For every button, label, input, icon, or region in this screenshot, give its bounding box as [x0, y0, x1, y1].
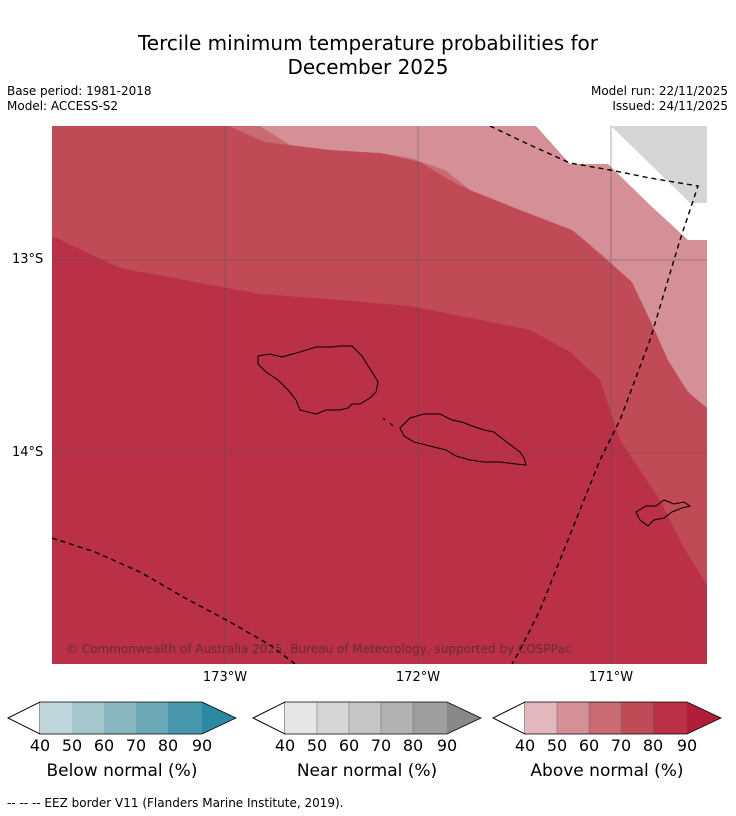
- chart-title: Tercile minimum temperature probabilitie…: [0, 31, 736, 79]
- eez-border-southwest: [52, 537, 296, 664]
- cbar-above-tick: 40: [514, 736, 536, 755]
- zone-40-50-visible: [260, 126, 707, 408]
- cbar-above-seg-5: [653, 702, 687, 734]
- manono-island: [382, 417, 394, 427]
- cbar-below-tick: 60: [93, 736, 115, 755]
- cbar-below-tick: 70: [125, 736, 147, 755]
- cbar-below-tick: 50: [61, 736, 83, 755]
- gridlines: [52, 126, 707, 664]
- copyright-notice: © Commonwealth of Australia 2025, Bureau…: [66, 642, 572, 656]
- cbar-near-seg-1: [285, 702, 317, 734]
- meta-right: Model run: 22/11/2025 Issued: 24/11/2025: [591, 84, 728, 114]
- cbar-near-seg-4: [381, 702, 413, 734]
- cbar-below-tick: 40: [29, 736, 51, 755]
- cbar-near-seg-5: [413, 702, 447, 734]
- cbar-above-tick: 90: [676, 736, 698, 755]
- upolu-island: [399, 413, 527, 466]
- zone-60-70: [52, 126, 707, 585]
- cbar-below-seg-5: [168, 702, 202, 734]
- lon-label-173w: 173°W: [202, 670, 248, 685]
- upolu-savaii-island: [257, 345, 379, 415]
- cbar-near-tick: 80: [402, 736, 424, 755]
- no-data-strip: [611, 126, 707, 203]
- cbar-near-min-arrow: [252, 701, 286, 735]
- eez-footnote: -- -- -- EEZ border V11 (Flanders Marine…: [7, 796, 344, 810]
- cbar-above-seg-1: [525, 702, 557, 734]
- lat-label-14s: 14°S: [12, 445, 44, 460]
- cbar-above-min-arrow: [492, 701, 526, 735]
- cbar-above-seg-2: [557, 702, 589, 734]
- cbar-near-tick: 90: [436, 736, 458, 755]
- title-line-2: December 2025: [287, 55, 449, 79]
- model-run: Model run: 22/11/2025: [590, 84, 728, 98]
- cbar-near-tick: 50: [306, 736, 328, 755]
- title-line-1: Tercile minimum temperature probabilitie…: [137, 31, 599, 55]
- colorbar-above: [492, 701, 722, 735]
- cbar-below-tick: 90: [191, 736, 213, 755]
- cbar-below-seg-1: [40, 702, 72, 734]
- cbar-above-tick: 80: [642, 736, 664, 755]
- cbar-below-seg-2: [72, 702, 104, 734]
- lon-label-171w: 171°W: [588, 670, 634, 685]
- base-period: Base period: 1981-2018: [7, 84, 152, 98]
- cbar-below-tick: 80: [157, 736, 179, 755]
- cbar-near-tick: 60: [338, 736, 360, 755]
- white-gap-region: [536, 126, 707, 240]
- cbar-near-seg-3: [349, 702, 381, 734]
- cbar-near-tick: 40: [274, 736, 296, 755]
- eez-border-east: [489, 126, 699, 664]
- tutuila-island: [635, 499, 692, 527]
- cbar-near-max-arrow: [447, 702, 481, 734]
- lon-label-172w: 172°W: [395, 670, 441, 685]
- cbar-above-seg-4: [621, 702, 653, 734]
- cbar-above-tick: 70: [610, 736, 632, 755]
- cbar-above-tick: 50: [546, 736, 568, 755]
- cbar-below-label: Below normal (%): [46, 761, 198, 781]
- cbar-below-seg-4: [136, 702, 168, 734]
- issued-date: Issued: 24/11/2025: [612, 99, 728, 113]
- cbar-near-tick: 70: [370, 736, 392, 755]
- meta-left: Base period: 1981-2018 Model: ACCESS-S2: [7, 84, 152, 114]
- cbar-above-tick: 60: [578, 736, 600, 755]
- cbar-below-seg-3: [104, 702, 136, 734]
- colorbar-below: [7, 701, 237, 735]
- cbar-above-label: Above normal (%): [530, 761, 684, 781]
- cbar-above-max-arrow: [687, 702, 721, 734]
- colorbar-near: [252, 701, 482, 735]
- cbar-near-seg-2: [317, 702, 349, 734]
- cbar-below-max-arrow: [202, 702, 236, 734]
- model-name: Model: ACCESS-S2: [7, 99, 119, 113]
- lat-label-13s: 13°S: [12, 252, 44, 267]
- cbar-above-seg-3: [589, 702, 621, 734]
- cbar-near-label: Near normal (%): [296, 761, 438, 781]
- map-area: [52, 126, 707, 664]
- cbar-below-min-arrow: [7, 701, 41, 735]
- zone-70-80-southwest: [52, 351, 500, 664]
